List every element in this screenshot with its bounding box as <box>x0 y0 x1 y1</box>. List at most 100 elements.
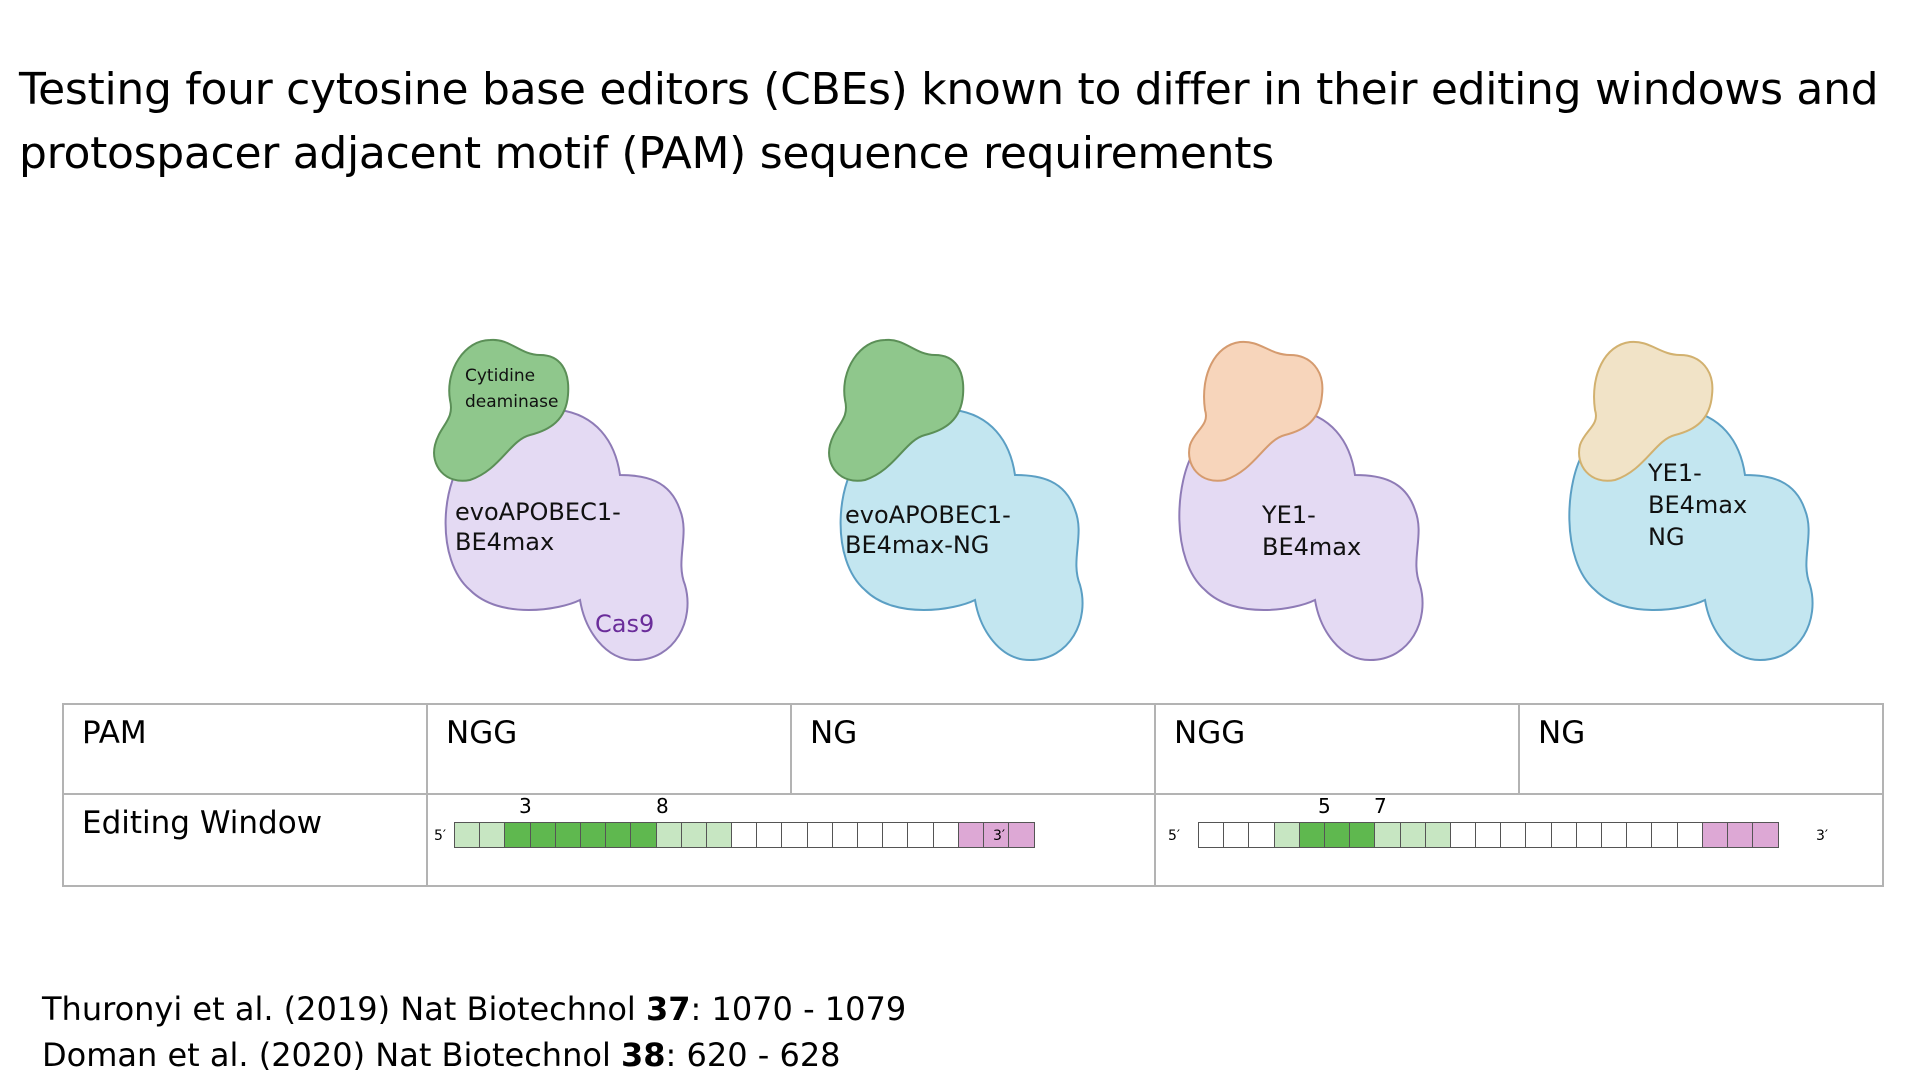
five-prime-label: 5′ <box>1168 828 1181 844</box>
pam-value: NGG <box>446 715 518 751</box>
deaminase-label-line1: Cytidine <box>465 366 536 386</box>
editing-window-box <box>454 822 481 848</box>
cas9-blue-shape <box>828 338 1084 662</box>
editing-window-box <box>1273 822 1301 848</box>
editor-evoapobec1-be4max-ng: evoAPOBEC1- BE4max-NG <box>805 330 1105 680</box>
slide-title: Testing four cytosine base editors (CBEs… <box>19 64 1879 179</box>
pam-nucleotide-box <box>1701 822 1729 848</box>
editing-window-box <box>1323 822 1351 848</box>
window-header: Editing Window <box>82 805 323 841</box>
window-start-position: 3 <box>519 794 532 818</box>
window-start-position: 5 <box>1318 794 1331 818</box>
nucleotide-box <box>1626 822 1653 848</box>
pam-nucleotide-box <box>1752 822 1779 848</box>
references: Thuronyi et al. (2019) Nat Biotechnol 37… <box>42 986 906 1078</box>
editor-label-line2: BE4max-NG <box>845 531 990 559</box>
cas9-lavender-shape <box>1178 340 1424 662</box>
nucleotide-box <box>1500 822 1527 848</box>
nucleotide-box <box>1676 822 1704 848</box>
deaminase-label-line2: deaminase <box>465 392 559 412</box>
pam-header-cell: PAM <box>62 703 428 795</box>
nucleotide-box <box>907 822 935 848</box>
editor-label-line1: evoAPOBEC1- <box>845 501 1011 529</box>
editing-window-box <box>630 822 657 848</box>
cas9-blue-shape <box>1568 340 1814 662</box>
nucleotide-box <box>882 822 909 848</box>
pam-value: NGG <box>1174 715 1246 751</box>
reference-2: Doman et al. (2020) Nat Biotechnol 38: 6… <box>42 1032 906 1078</box>
editor-label-line2: BE4max <box>1648 491 1748 519</box>
cas9-lavender-shape <box>433 338 689 662</box>
pam-cell: NG <box>790 703 1156 795</box>
three-prime-label: 3′ <box>1816 828 1829 844</box>
editing-window-row: Editing Window 5′ 3 8 3′ 5′ 5 7 3′ <box>62 793 1884 887</box>
editing-window-cell: 5′ 5 7 3′ <box>1154 793 1884 887</box>
nucleotide-box <box>857 822 884 848</box>
comparison-table: PAM NGG NG NGG NG Editing Window 5′ 3 8 … <box>62 703 1884 887</box>
reference-pages: : 1070 - 1079 <box>690 990 907 1028</box>
pam-value: NG <box>810 715 858 751</box>
editing-window-box <box>605 822 632 848</box>
editing-window-cell: 5′ 3 8 3′ <box>426 793 1156 887</box>
reference-text: Thuronyi et al. (2019) Nat Biotechnol <box>42 990 646 1028</box>
editor-label-line1: evoAPOBEC1- <box>455 498 621 526</box>
nucleotide-box <box>781 822 809 848</box>
nucleotide-box <box>806 822 834 848</box>
pam-row: PAM NGG NG NGG NG <box>62 703 1884 795</box>
editor-ye1-be4max-ng: YE1- BE4max NG <box>1565 330 1865 680</box>
editing-window-box <box>529 822 557 848</box>
nucleotide-box <box>1198 822 1225 848</box>
pam-value: NG <box>1538 715 1586 751</box>
nucleotide-box <box>756 822 783 848</box>
editing-window-box <box>504 822 532 848</box>
pam-nucleotide-box <box>957 822 985 848</box>
nucleotide-box <box>1248 822 1276 848</box>
nucleotide-box <box>1525 822 1553 848</box>
pam-header: PAM <box>82 715 147 751</box>
editing-window-box <box>1298 822 1326 848</box>
editor-label-line1: YE1- <box>1648 459 1702 487</box>
editing-window-box <box>705 822 733 848</box>
window-header-cell: Editing Window <box>62 793 428 887</box>
editing-window-box <box>1349 822 1376 848</box>
pam-cell: NGG <box>426 703 792 795</box>
nucleotide-box <box>1575 822 1603 848</box>
protospacer-boxes <box>454 822 1035 848</box>
editor-label-line3: NG <box>1648 523 1685 551</box>
editing-window-box <box>479 822 506 848</box>
editing-window-box <box>1374 822 1401 848</box>
editing-window-box <box>579 822 607 848</box>
reference-volume: 38 <box>621 1036 666 1074</box>
pam-nucleotide-box <box>1008 822 1035 848</box>
protospacer-boxes <box>1198 822 1779 848</box>
editing-window-box <box>1399 822 1427 848</box>
reference-pages: : 620 - 628 <box>665 1036 841 1074</box>
reference-text: Doman et al. (2020) Nat Biotechnol <box>42 1036 621 1074</box>
nucleotide-box <box>1651 822 1679 848</box>
editing-window-box <box>655 822 683 848</box>
editor-evoapobec1-be4max: Cytidine deaminase evoAPOBEC1- BE4max Ca… <box>410 330 710 680</box>
editor-label-line2: BE4max <box>455 528 555 556</box>
five-prime-label: 5′ <box>434 828 447 844</box>
three-prime-label: 3′ <box>993 828 1006 844</box>
editor-ye1-be4max: YE1- BE4max <box>1175 330 1475 680</box>
reference-volume: 37 <box>645 990 691 1028</box>
pam-nucleotide-box <box>1726 822 1754 848</box>
nucleotide-box <box>1475 822 1502 848</box>
pam-cell: NG <box>1518 703 1884 795</box>
editing-window-box <box>1424 822 1452 848</box>
cas9-label: Cas9 <box>595 610 655 638</box>
pam-cell: NGG <box>1154 703 1520 795</box>
nucleotide-box <box>831 822 859 848</box>
editing-window-a: 5′ 3 8 3′ <box>428 794 1154 885</box>
window-end-position: 7 <box>1374 794 1387 818</box>
editor-label-line1: YE1- <box>1262 501 1316 529</box>
editing-window-b: 5′ 5 7 3′ <box>1156 794 1882 885</box>
nucleotide-box <box>1550 822 1578 848</box>
editing-window-box <box>680 822 708 848</box>
nucleotide-box <box>1223 822 1250 848</box>
nucleotide-box <box>1449 822 1477 848</box>
editing-window-box <box>554 822 582 848</box>
editor-label-line2: BE4max <box>1262 533 1362 561</box>
nucleotide-box <box>1601 822 1628 848</box>
